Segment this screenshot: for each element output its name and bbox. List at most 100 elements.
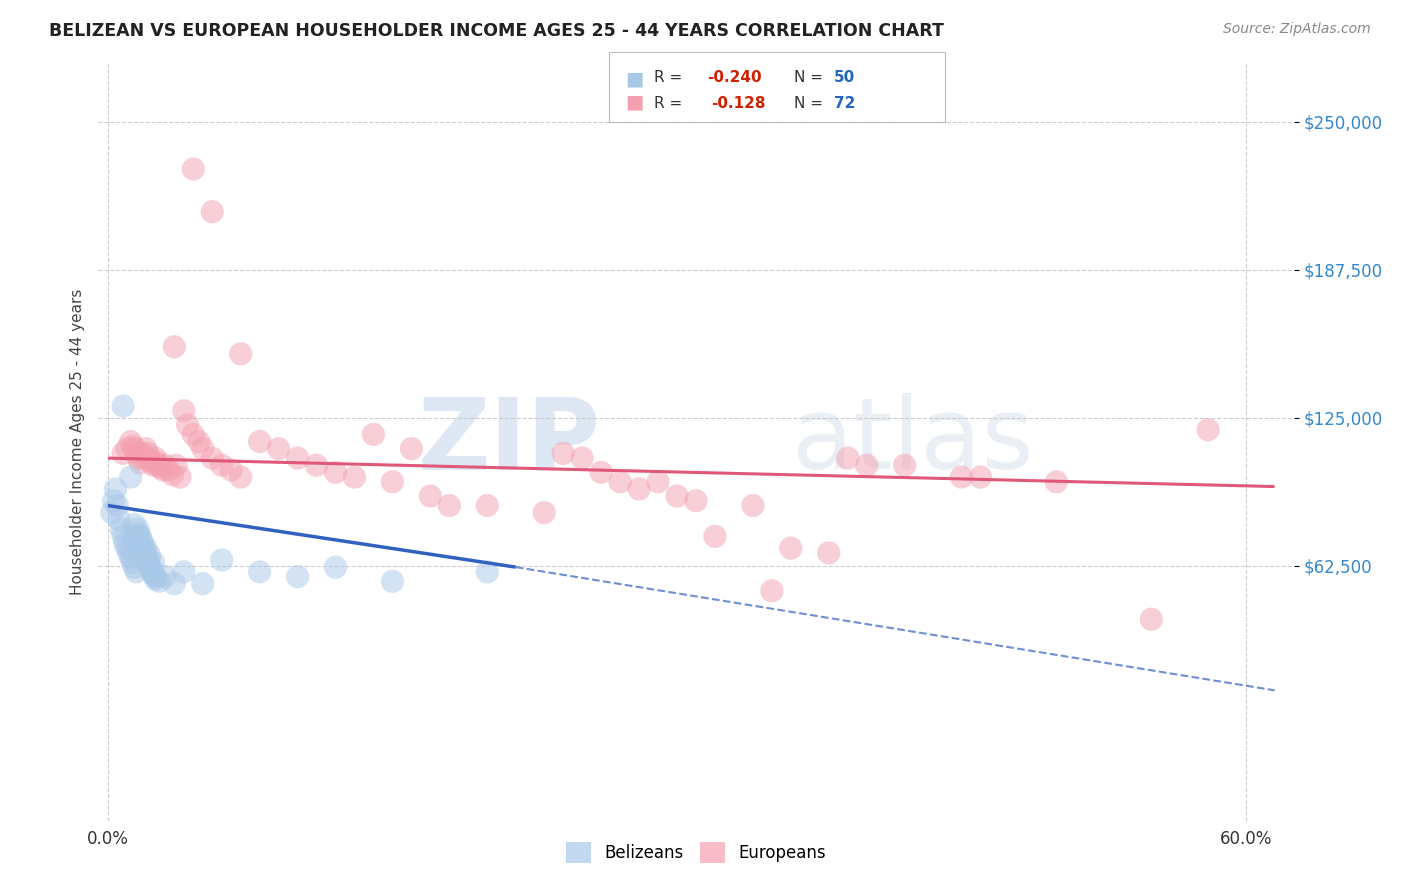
Point — [571, 451, 593, 466]
Point — [112, 399, 135, 413]
Point — [120, 550, 142, 565]
Point — [287, 569, 309, 583]
Point — [477, 565, 499, 579]
Point — [855, 458, 877, 473]
Point — [176, 417, 198, 432]
Point — [162, 467, 184, 482]
Point — [211, 553, 233, 567]
Text: ■: ■ — [626, 70, 644, 88]
Point — [142, 567, 165, 582]
Point — [229, 347, 252, 361]
Point — [381, 574, 404, 589]
Point — [950, 470, 973, 484]
Point — [150, 460, 173, 475]
Point — [267, 442, 290, 456]
Point — [104, 482, 127, 496]
Point — [105, 499, 128, 513]
Point — [135, 546, 157, 560]
Point — [201, 451, 224, 466]
Legend: Belizeans, Europeans: Belizeans, Europeans — [560, 836, 832, 869]
Point — [325, 466, 347, 480]
Point — [148, 458, 170, 473]
Point — [628, 482, 651, 496]
Point — [477, 499, 499, 513]
Point — [131, 446, 153, 460]
Point — [135, 442, 157, 456]
Point — [419, 489, 441, 503]
Point — [129, 529, 152, 543]
Text: -0.128: -0.128 — [711, 96, 766, 112]
Point — [138, 451, 160, 466]
Point — [401, 442, 423, 456]
Text: N =: N = — [794, 96, 828, 112]
Point — [138, 558, 160, 572]
Point — [157, 463, 180, 477]
Point — [120, 434, 142, 449]
Point — [143, 572, 166, 586]
Point — [141, 562, 163, 576]
Point — [143, 451, 166, 466]
Point — [152, 463, 174, 477]
Point — [591, 466, 613, 480]
Point — [142, 555, 165, 569]
Point — [138, 548, 160, 563]
Point — [817, 546, 839, 560]
Point — [191, 576, 214, 591]
Point — [125, 565, 148, 579]
Point — [666, 489, 689, 503]
Text: ZIP: ZIP — [418, 393, 600, 490]
Point — [124, 517, 146, 532]
Point — [136, 553, 159, 567]
Point — [1197, 423, 1219, 437]
Point — [136, 558, 159, 572]
Point — [181, 162, 204, 177]
Point — [110, 522, 132, 536]
Point — [121, 555, 143, 569]
Text: atlas: atlas — [792, 393, 1033, 490]
Point — [201, 204, 224, 219]
Point — [533, 506, 555, 520]
Point — [163, 576, 186, 591]
Point — [703, 529, 725, 543]
Text: 50: 50 — [834, 70, 855, 85]
Point — [173, 565, 195, 579]
Text: N =: N = — [794, 70, 828, 85]
Point — [124, 560, 146, 574]
Point — [146, 456, 169, 470]
Point — [127, 522, 149, 536]
Point — [120, 470, 142, 484]
Point — [124, 442, 146, 456]
Point — [112, 529, 135, 543]
Point — [121, 439, 143, 453]
Point — [115, 442, 138, 456]
Point — [173, 403, 195, 417]
Point — [115, 541, 138, 556]
Point — [553, 446, 575, 460]
Point — [191, 442, 214, 456]
Point — [181, 427, 204, 442]
Point — [761, 583, 783, 598]
Point — [647, 475, 669, 489]
Point — [893, 458, 915, 473]
Text: 72: 72 — [834, 96, 855, 112]
Point — [169, 470, 191, 484]
Point — [1140, 612, 1163, 626]
Point — [136, 446, 159, 460]
Point — [118, 546, 141, 560]
Point — [108, 513, 131, 527]
Point — [287, 451, 309, 466]
Point — [103, 493, 125, 508]
Point — [142, 458, 165, 473]
Text: ■: ■ — [626, 93, 644, 112]
Point — [125, 446, 148, 460]
Text: -0.240: -0.240 — [707, 70, 762, 85]
Point — [129, 456, 152, 470]
Y-axis label: Householder Income Ages 25 - 44 years: Householder Income Ages 25 - 44 years — [69, 288, 84, 595]
Point — [363, 427, 385, 442]
Point — [229, 470, 252, 484]
Point — [249, 434, 271, 449]
Point — [132, 451, 155, 466]
Point — [219, 463, 242, 477]
Point — [249, 565, 271, 579]
Point — [148, 574, 170, 589]
